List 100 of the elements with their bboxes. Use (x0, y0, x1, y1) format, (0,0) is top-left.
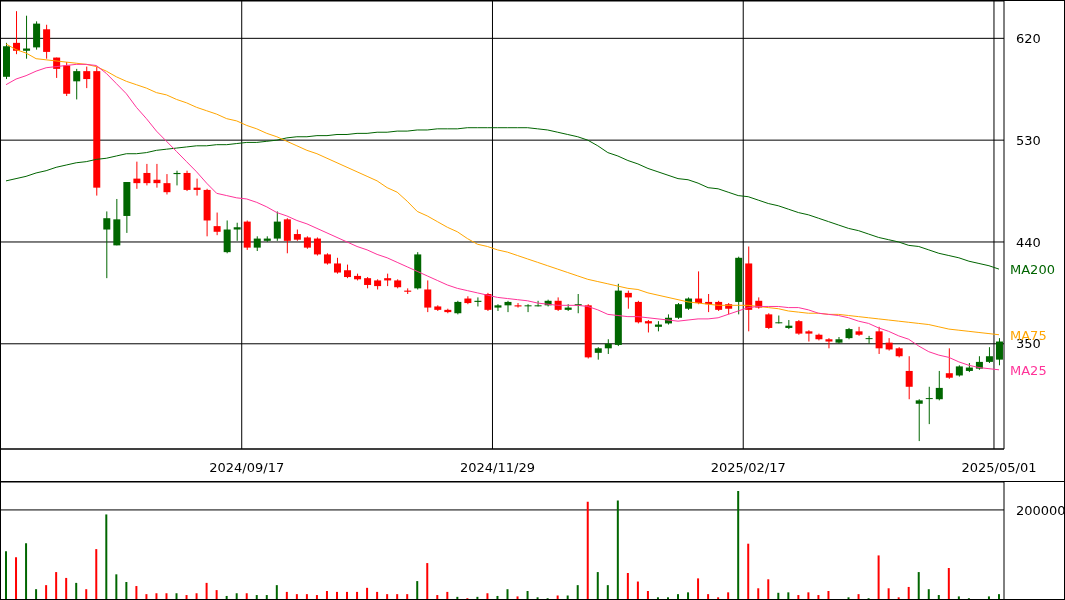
bar (947, 568, 950, 599)
bar (65, 577, 68, 599)
bar (315, 595, 318, 599)
bar (205, 582, 208, 599)
bar (275, 585, 278, 599)
candlestick (945, 347, 953, 380)
bar (787, 592, 790, 599)
bar (145, 594, 148, 599)
bar (757, 588, 760, 599)
bar (606, 585, 609, 599)
candlestick (524, 303, 532, 313)
bar (827, 590, 830, 599)
bar (305, 594, 308, 599)
bar (887, 588, 890, 599)
bar (376, 591, 379, 599)
candlestick (915, 398, 923, 442)
candlestick (925, 386, 933, 425)
bar (135, 586, 138, 599)
candlestick (183, 170, 191, 192)
bar (516, 596, 519, 599)
bar (346, 591, 349, 599)
bar (707, 594, 710, 599)
bar (396, 594, 399, 599)
bar (636, 581, 639, 599)
bar (125, 581, 128, 599)
bar (5, 551, 7, 599)
bar (155, 593, 158, 599)
bar (115, 574, 118, 599)
bar (987, 596, 990, 599)
series-label: MA200 (1010, 262, 1055, 278)
bar (917, 572, 920, 599)
bar (957, 596, 960, 599)
bar (35, 589, 38, 599)
bar (265, 595, 268, 599)
bar (185, 595, 188, 599)
candlestick (634, 300, 642, 324)
bar (747, 543, 750, 599)
bar (436, 595, 439, 599)
bar (416, 581, 419, 599)
candlestick (875, 326, 883, 355)
bar (165, 593, 168, 599)
x-tick-label: 2024/09/17 (209, 460, 285, 476)
bar (857, 594, 860, 599)
x-tick-label: 2024/11/29 (460, 460, 535, 476)
bar (195, 593, 198, 599)
candlestick (855, 326, 863, 337)
bar (646, 590, 649, 599)
candlestick (935, 370, 943, 401)
bar (356, 591, 359, 599)
bar (937, 595, 940, 599)
bar (95, 549, 98, 599)
bar (697, 578, 700, 599)
bar (737, 491, 740, 599)
candlestick (865, 335, 873, 345)
bar (506, 589, 509, 599)
candlestick (905, 355, 913, 400)
bar (426, 563, 429, 599)
bar (25, 543, 28, 599)
y-tick-label: 530 (1016, 132, 1041, 148)
bar (687, 592, 690, 599)
candlestick (313, 236, 321, 257)
bar (576, 585, 579, 599)
candlestick (424, 279, 432, 313)
bar (677, 594, 680, 599)
bar (877, 555, 880, 599)
bar (245, 593, 248, 599)
bar (386, 594, 389, 599)
bar (727, 592, 730, 599)
x-tick-label: 2025/05/01 (961, 460, 1037, 476)
candlestick (233, 222, 241, 242)
candlestick (103, 210, 111, 279)
candlestick (43, 24, 51, 60)
candlestick (163, 173, 171, 195)
bar (777, 592, 780, 599)
y-tick-label: 440 (1016, 234, 1041, 250)
candlestick (484, 292, 492, 312)
bar (175, 593, 178, 599)
bar (45, 585, 48, 599)
candlestick (273, 210, 281, 242)
bar (997, 594, 1000, 599)
candlestick (283, 217, 291, 254)
y-tick-label: 200000 (1016, 502, 1065, 518)
bar (807, 592, 810, 599)
bar (105, 514, 108, 599)
bar (366, 587, 369, 599)
x-tick-label: 2025/02/17 (710, 460, 786, 476)
bar (446, 591, 449, 599)
bar (456, 596, 459, 599)
bar (55, 572, 58, 599)
candlestick (995, 337, 1003, 366)
candlestick (805, 329, 813, 343)
bar (616, 500, 619, 599)
bar (406, 594, 409, 599)
bar (335, 591, 338, 599)
bar (255, 595, 258, 599)
candlestick (83, 66, 91, 89)
bar (225, 595, 228, 599)
bar (285, 591, 288, 599)
bar (626, 572, 629, 599)
bar (767, 579, 770, 599)
